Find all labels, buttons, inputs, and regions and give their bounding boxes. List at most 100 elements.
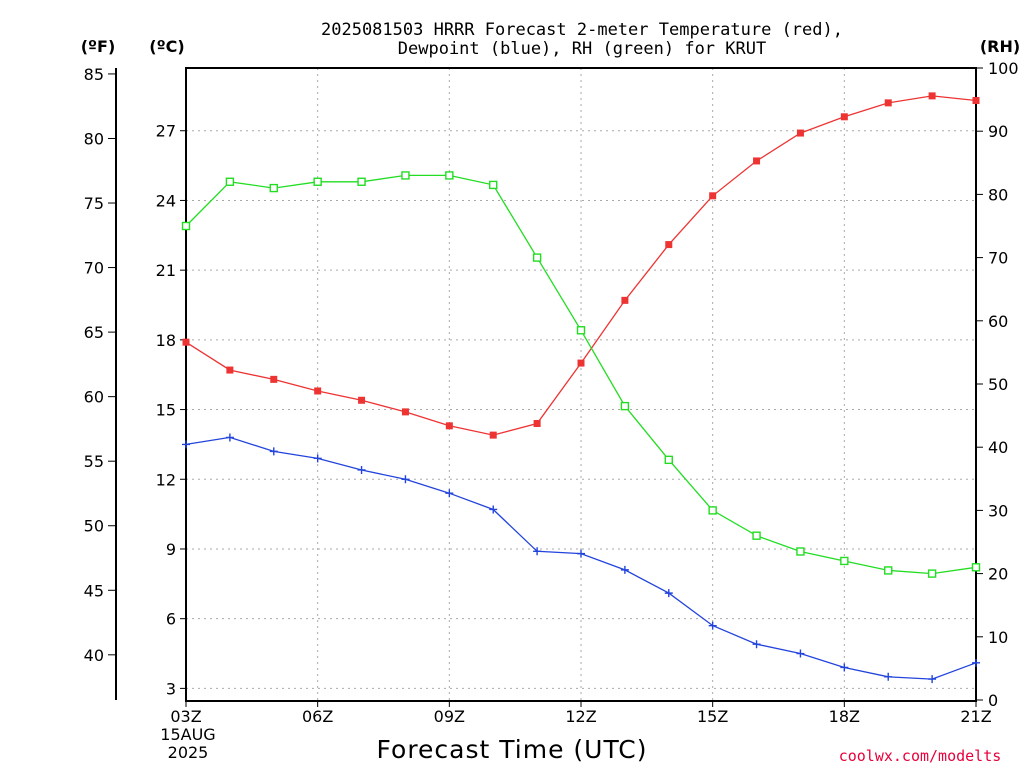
rh-tick-label: 80: [988, 185, 1008, 204]
temperature-point: [753, 157, 761, 165]
celsius-tick-label: 24: [156, 191, 176, 210]
celsius-tick-label: 6: [166, 610, 176, 629]
rh-point: [971, 563, 981, 572]
temperature-point: [489, 431, 497, 439]
dewpoint-point: [445, 489, 454, 498]
dewpoint-point: [884, 672, 893, 681]
dewpoint-point: [928, 675, 937, 684]
dewpoint-point: [269, 447, 278, 456]
fahrenheit-tick-label: 60: [84, 388, 104, 407]
chart-title-line2: Dewpoint (blue), RH (green) for KRUT: [398, 39, 766, 59]
rh-point: [840, 556, 849, 566]
date-day-label: 15AUG: [160, 725, 215, 744]
dewpoint-point: [401, 475, 410, 484]
axes-layer: 03Z 06Z 09Z 12Z 15Z 18Z 21Z 3 6 9 12 15 18 21 24 27 40 45…: [84, 59, 1019, 726]
rh-point: [357, 177, 366, 186]
x-axis-label: Forecast Time (UTC): [377, 735, 648, 764]
rh-tick-label: 40: [988, 438, 1008, 457]
celsius-tick-label: 18: [156, 331, 176, 350]
dewpoint-point: [708, 621, 717, 630]
x-tick-label: 21Z: [960, 707, 991, 726]
dewpoint-point: [796, 649, 805, 658]
temperature-point: [358, 396, 366, 404]
dewpoint-point: [357, 465, 366, 474]
rh-tick-label: 10: [988, 628, 1008, 647]
rh-tick-label: 0: [988, 691, 998, 710]
x-tick-label: 03Z: [170, 707, 201, 726]
temperature-point: [709, 192, 717, 200]
dewpoint-point: [533, 547, 542, 556]
rh-point: [269, 183, 278, 193]
temperature-point: [621, 296, 629, 304]
dewpoint-point: [489, 505, 498, 514]
temperature-point: [226, 366, 234, 374]
date-year-label: 2025: [168, 743, 209, 762]
rh-point: [489, 180, 498, 190]
celsius-tick-label: 15: [156, 401, 176, 420]
temperature-point: [182, 338, 190, 346]
temperature-point: [445, 422, 453, 430]
fahrenheit-tick-label: 40: [84, 646, 104, 665]
temperature-point: [533, 420, 541, 427]
fahrenheit-tick-label: 85: [84, 65, 104, 84]
x-tick-label: 09Z: [434, 707, 465, 726]
dewpoint-point: [752, 640, 761, 649]
temperature-point: [840, 113, 848, 121]
x-tick-label: 15Z: [697, 707, 728, 726]
x-tick-label: 12Z: [565, 707, 596, 726]
rh-tick-label: 20: [988, 565, 1008, 584]
rh-point: [313, 177, 322, 186]
dewpoint-point: [182, 440, 190, 449]
fahrenheit-unit-label: (ºF): [81, 37, 116, 56]
rh-tick-label: 30: [988, 501, 1008, 520]
chart-title-line1: 2025081503 HRRR Forecast 2-meter Tempera…: [321, 20, 843, 40]
temperature-point: [928, 92, 936, 100]
rh-tick-label: 100: [988, 59, 1019, 78]
dewpoint-point: [840, 663, 849, 672]
dewpoint-point: [313, 454, 322, 463]
fahrenheit-tick-label: 50: [84, 517, 104, 536]
series-layer: [181, 92, 981, 684]
rh-point: [884, 566, 893, 575]
temperature-point: [972, 97, 980, 105]
rh-point: [796, 547, 805, 556]
fahrenheit-tick-label: 55: [84, 452, 104, 471]
dewpoint-point: [577, 549, 585, 558]
celsius-tick-label: 3: [166, 679, 176, 698]
grid-layer: [185, 68, 977, 700]
temperature-point: [884, 99, 892, 107]
dewpoint-point: [620, 565, 629, 574]
rh-point: [927, 569, 937, 578]
fahrenheit-tick-label: 70: [84, 259, 104, 278]
dewpoint-series-line: [185, 436, 977, 680]
celsius-tick-label: 27: [156, 122, 176, 141]
celsius-tick-label: 21: [156, 261, 176, 280]
rh-point: [225, 177, 235, 186]
rh-tick-label: 50: [988, 375, 1008, 394]
celsius-tick-label: 9: [166, 540, 176, 559]
temperature-point: [796, 129, 804, 137]
temperature-point: [665, 241, 673, 249]
dewpoint-point: [664, 589, 673, 598]
source-credit[interactable]: coolwx.com/modelts: [839, 747, 1002, 765]
rh-point: [620, 401, 630, 411]
celsius-tick-label: 12: [156, 470, 176, 489]
rh-point: [664, 455, 673, 465]
rh-tick-label: 70: [988, 249, 1008, 268]
rh-tick-label: 60: [988, 312, 1008, 331]
rh-point: [181, 221, 191, 231]
x-tick-label: 06Z: [302, 707, 333, 726]
temperature-point: [577, 359, 585, 367]
rh-point: [576, 326, 586, 335]
temperature-point: [401, 408, 409, 416]
fahrenheit-tick-label: 75: [84, 194, 104, 213]
dewpoint-point: [225, 433, 234, 442]
fahrenheit-tick-label: 45: [84, 581, 104, 600]
fahrenheit-tick-label: 80: [84, 129, 104, 148]
rh-point: [708, 506, 717, 515]
rh-point: [752, 531, 761, 540]
dewpoint-point: [972, 658, 980, 667]
rh-point: [401, 171, 410, 180]
rh-unit-label: (RH): [980, 37, 1020, 56]
